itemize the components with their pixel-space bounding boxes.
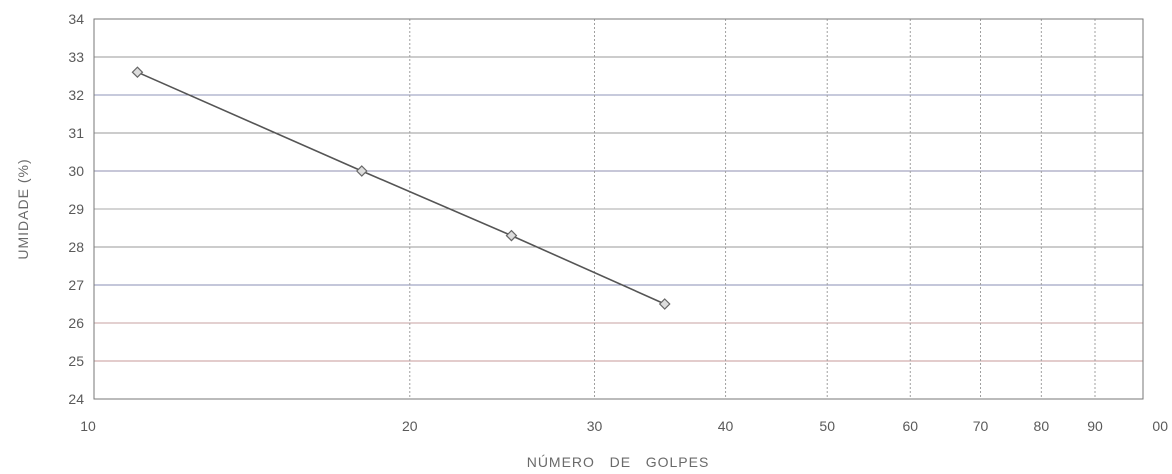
- x-tick-label: 30: [587, 418, 603, 434]
- y-tick-label: 28: [68, 239, 84, 255]
- x-tick-label: 90: [1087, 418, 1103, 434]
- x-tick-label: 40: [718, 418, 734, 434]
- y-tick-label: 32: [68, 87, 84, 103]
- x-tick-label: 60: [902, 418, 918, 434]
- y-tick-label: 26: [68, 315, 84, 331]
- y-tick-label: 27: [68, 277, 84, 293]
- x-tick-label: 80: [1034, 418, 1050, 434]
- plot-frame: [93, 18, 1144, 400]
- y-axis-title: UMIDADE (%): [15, 158, 31, 259]
- x-tick-label: 70: [973, 418, 989, 434]
- x-tick-label: 50: [819, 418, 835, 434]
- y-tick-labels: 24 25 26 27 28 29 30 31 32 33 34: [68, 11, 84, 407]
- y-tick-label: 24: [68, 391, 84, 407]
- y-tick-label: 34: [68, 11, 84, 27]
- data-point-marker: [658, 298, 671, 310]
- series-layer: [131, 66, 671, 310]
- y-tick-label: 31: [68, 125, 84, 141]
- x-axis-title: NÚMERO DE GOLPES: [527, 454, 710, 470]
- data-point-marker: [131, 66, 144, 79]
- series-line: [137, 71, 666, 305]
- y-tick-label: 33: [68, 49, 84, 65]
- y-tick-label: 29: [68, 201, 84, 217]
- y-tick-label: 30: [68, 163, 84, 179]
- x-tick-label: 00: [1152, 418, 1168, 434]
- data-point-marker: [355, 165, 368, 177]
- data-point-marker: [505, 229, 518, 242]
- x-tick-labels: 10 20 30 40 50 60 70 80 90 00: [80, 418, 1168, 434]
- x-tick-label: 10: [80, 418, 96, 434]
- y-tick-label: 25: [68, 353, 84, 369]
- x-tick-label: 20: [402, 418, 418, 434]
